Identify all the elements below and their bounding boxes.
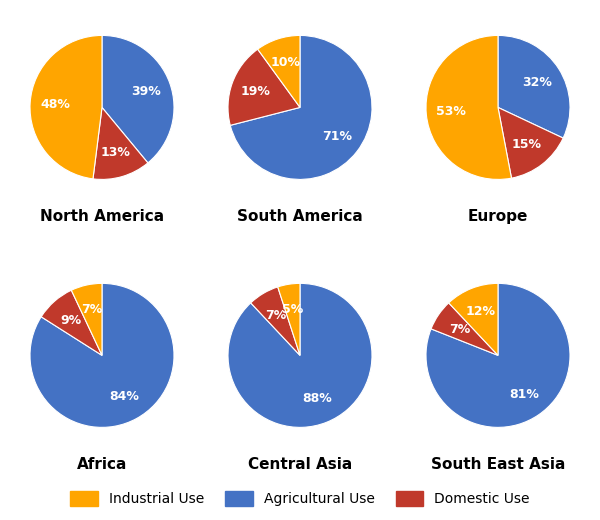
Text: 32%: 32% <box>523 76 553 89</box>
Title: Africa: Africa <box>77 458 127 473</box>
Wedge shape <box>449 283 498 355</box>
Wedge shape <box>230 35 372 179</box>
Title: South America: South America <box>237 210 363 225</box>
Text: 15%: 15% <box>512 138 542 151</box>
Text: 9%: 9% <box>61 314 82 327</box>
Wedge shape <box>498 108 563 178</box>
Wedge shape <box>257 35 300 108</box>
Text: 7%: 7% <box>449 322 470 335</box>
Title: South East Asia: South East Asia <box>431 458 565 473</box>
Wedge shape <box>41 290 102 355</box>
Text: 13%: 13% <box>100 146 130 159</box>
Wedge shape <box>426 35 511 179</box>
Text: 7%: 7% <box>81 303 103 316</box>
Text: 5%: 5% <box>282 303 304 316</box>
Wedge shape <box>30 283 174 427</box>
Wedge shape <box>102 35 174 163</box>
Wedge shape <box>431 303 498 355</box>
Wedge shape <box>71 283 102 355</box>
Text: 10%: 10% <box>271 57 301 70</box>
Text: 84%: 84% <box>110 390 139 403</box>
Text: 39%: 39% <box>131 85 161 98</box>
Title: North America: North America <box>40 210 164 225</box>
Text: 71%: 71% <box>322 129 352 142</box>
Wedge shape <box>228 283 372 427</box>
Wedge shape <box>93 108 148 179</box>
Text: 7%: 7% <box>266 308 287 321</box>
Wedge shape <box>228 49 300 125</box>
Text: 88%: 88% <box>302 393 332 406</box>
Text: 81%: 81% <box>509 387 539 400</box>
Text: 12%: 12% <box>466 305 496 318</box>
Text: 19%: 19% <box>241 85 271 98</box>
Text: 53%: 53% <box>436 106 466 119</box>
Title: Central Asia: Central Asia <box>248 458 352 473</box>
Wedge shape <box>278 283 300 355</box>
Title: Europe: Europe <box>468 210 528 225</box>
Legend: Industrial Use, Agricultural Use, Domestic Use: Industrial Use, Agricultural Use, Domest… <box>63 484 537 513</box>
Text: 48%: 48% <box>40 98 70 111</box>
Wedge shape <box>498 35 570 138</box>
Wedge shape <box>30 35 102 179</box>
Wedge shape <box>251 287 300 355</box>
Wedge shape <box>426 283 570 427</box>
